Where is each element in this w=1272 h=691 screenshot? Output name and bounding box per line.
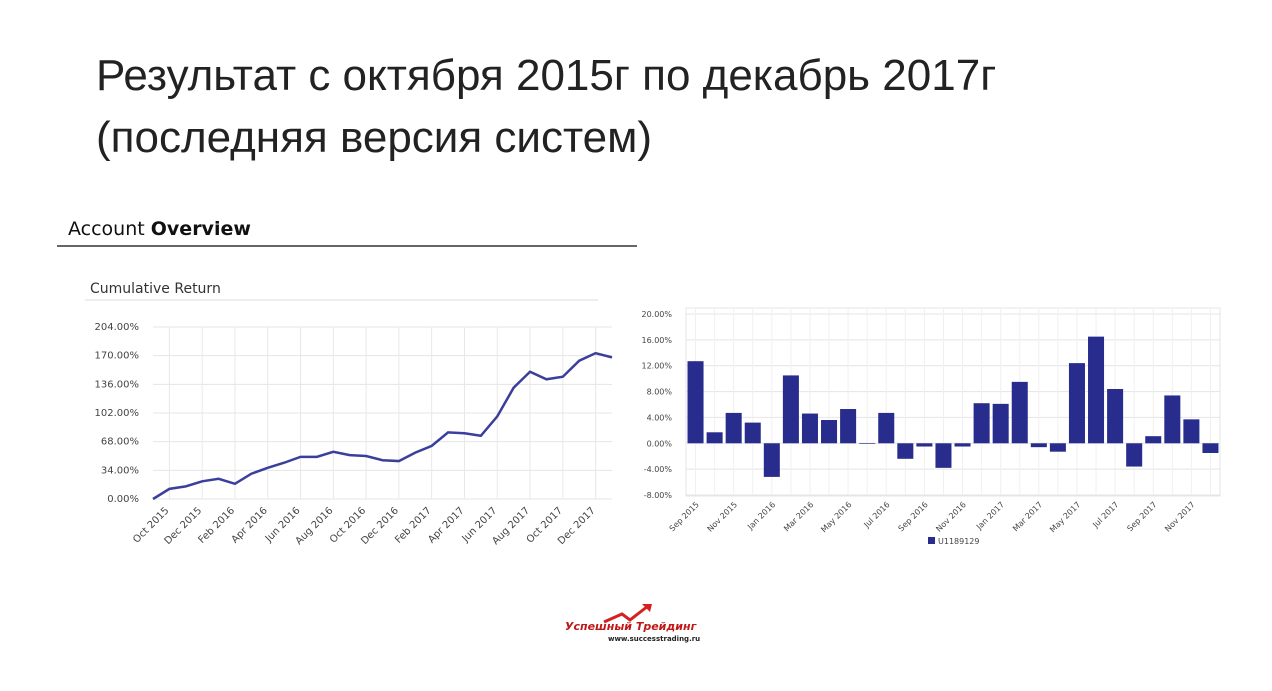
y-tick-label: 20.00% [641,310,672,319]
bar [821,420,838,444]
bar [1011,381,1028,444]
x-tick-label: Mar 2017 [1011,500,1044,533]
x-tick-label: Apr 2017 [426,505,466,545]
bar [878,412,895,444]
slide-title: Результат с октября 2015г по декабрь 201… [96,51,996,100]
y-tick-label: 16.00% [641,336,672,345]
bar [801,413,818,444]
y-tick-label: 34.00% [101,465,139,476]
y-tick-label: 136.00% [95,379,140,390]
bar [1068,363,1085,444]
logo-name: Успешный Трейдинг [565,620,698,633]
x-tick-label: Nov 2017 [1163,500,1197,534]
y-tick-label: 0.00% [647,439,673,448]
bar [1164,395,1181,444]
x-tick-label: Jan 2017 [974,500,1006,532]
bar [1126,443,1143,467]
bar [782,375,799,444]
plot-frame [685,307,1221,497]
chart-title: Cumulative Return [90,281,221,297]
bar [973,403,990,444]
logo-arrow [603,604,649,624]
bar [859,443,876,444]
header-word: Overview [151,218,251,240]
bar [1049,443,1066,452]
x-tick-label: Mar 2016 [782,500,815,533]
y-tick-label: -8.00% [644,491,673,500]
bar [1145,436,1162,444]
bar [1030,443,1047,448]
bar [1202,443,1219,453]
x-tick-label: May 2016 [819,500,853,534]
x-tick-label: May 2017 [1048,500,1082,534]
x-tick-label: Nov 2016 [934,500,968,534]
bar [1088,336,1105,444]
bar [935,443,952,468]
x-tick-label: Sep 2017 [1125,500,1158,533]
y-tick-label: 204.00% [95,322,140,333]
y-tick-label: 12.00% [641,362,672,371]
y-tick-label: 4.00% [647,413,673,422]
y-tick-label: 8.00% [647,388,673,397]
x-tick-label: Jul 2017 [1090,500,1120,530]
x-tick-label: Sep 2016 [897,500,930,533]
bar [916,443,933,447]
x-tick-label: Apr 2016 [230,505,270,545]
logo: Успешный Трейдинг www.successtrading.ru [565,604,700,643]
x-tick-label: Sep 2015 [668,500,701,533]
x-tick-label: Jan 2016 [745,500,777,532]
legend-swatch [928,537,935,544]
y-tick-label: 102.00% [95,408,140,419]
bar [1183,419,1200,444]
chart-header: Account Overview [68,218,251,240]
x-tick-label: Jul 2016 [862,500,892,530]
header-word: Account [68,218,145,240]
bar [725,412,742,444]
legend-label: U1189129 [938,537,979,546]
y-tick-label: 170.00% [95,351,140,362]
bar [840,409,857,444]
y-tick-label: 0.00% [107,494,139,505]
bar [897,443,914,459]
line-series [152,351,613,501]
bar [706,432,723,444]
bar [687,361,704,444]
slide-title: (последняя версия систем) [96,113,652,162]
bar [954,443,971,447]
y-tick-label: 68.00% [101,437,139,448]
logo-url: www.successtrading.ru [608,635,700,643]
logo-arrow-head [642,604,652,612]
bar [992,403,1009,444]
bar [1107,388,1124,444]
x-tick-label: Nov 2015 [705,500,739,534]
bar [744,422,761,444]
bar [763,443,780,477]
y-tick-label: -4.00% [644,465,673,474]
